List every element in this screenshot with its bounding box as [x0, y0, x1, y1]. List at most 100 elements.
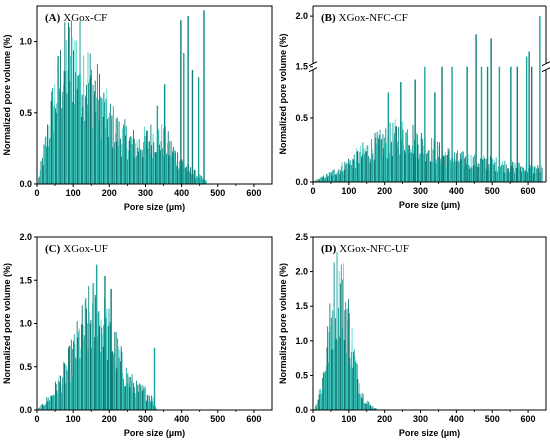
bar	[83, 335, 85, 410]
bar	[333, 262, 335, 410]
bar	[316, 403, 318, 410]
bar-spike	[183, 52, 185, 184]
bar	[329, 303, 331, 410]
bar	[106, 308, 108, 410]
bar	[94, 80, 96, 184]
bar	[320, 177, 322, 182]
bar	[69, 345, 71, 410]
bar-spike	[104, 275, 106, 410]
bar	[99, 73, 100, 184]
bar	[533, 167, 535, 182]
bar	[143, 389, 145, 410]
bar	[54, 394, 56, 410]
bar	[330, 325, 332, 410]
bar	[121, 144, 123, 184]
bar	[401, 121, 403, 182]
bar	[89, 323, 91, 410]
panel-letter: (C)	[45, 243, 61, 255]
bar	[346, 163, 348, 182]
bar	[78, 331, 80, 410]
bar	[363, 153, 365, 182]
bar	[370, 138, 372, 182]
bar	[384, 143, 386, 182]
bar	[360, 397, 362, 410]
bar	[115, 118, 117, 184]
bar	[340, 264, 342, 410]
bar	[65, 71, 67, 184]
bar	[95, 111, 97, 184]
bar	[358, 162, 359, 182]
bar	[130, 137, 132, 184]
bar	[128, 383, 129, 410]
bar	[532, 165, 534, 182]
bar	[83, 339, 85, 410]
bar	[436, 159, 438, 182]
bar	[371, 407, 373, 410]
bar	[421, 132, 423, 182]
bar	[47, 124, 48, 184]
bar	[81, 116, 82, 184]
y-tick-label: 0.5	[19, 362, 32, 372]
bar	[108, 308, 110, 410]
bar-spike	[516, 66, 519, 182]
bar	[501, 164, 503, 182]
bar	[178, 167, 180, 184]
x-axis-label: Pore size (µm)	[124, 428, 185, 438]
bar	[87, 349, 89, 410]
bar	[56, 390, 58, 410]
bar	[62, 84, 64, 184]
bar	[201, 177, 203, 184]
bar	[162, 148, 163, 184]
bar	[315, 405, 316, 410]
bar-spike	[510, 66, 512, 182]
bar	[40, 161, 42, 184]
bar	[484, 158, 486, 182]
bar	[55, 112, 57, 184]
bar	[507, 168, 509, 182]
bar	[45, 135, 47, 184]
bar	[121, 351, 123, 410]
bar	[505, 164, 507, 182]
bar	[76, 321, 78, 410]
bar	[343, 172, 344, 182]
bar	[78, 74, 80, 184]
bar	[423, 145, 425, 182]
bar	[119, 139, 121, 184]
bar	[367, 402, 369, 410]
bar	[360, 157, 362, 182]
bar	[120, 346, 122, 410]
bar	[155, 408, 157, 410]
bar	[533, 173, 534, 182]
bar	[122, 128, 124, 184]
bar	[338, 271, 340, 410]
bar	[363, 403, 365, 410]
axis-break-mark	[308, 61, 318, 67]
bar	[86, 104, 88, 184]
bar	[527, 167, 529, 182]
bar	[536, 170, 538, 182]
bar	[193, 169, 195, 184]
bar	[149, 154, 151, 184]
bar-spike	[180, 20, 182, 184]
bar	[184, 167, 186, 184]
bar	[361, 393, 363, 410]
bar	[367, 144, 369, 182]
bar	[159, 144, 161, 184]
bar	[88, 311, 90, 410]
panel-title: (D) XGox-NFC-UF	[321, 243, 409, 255]
bar	[449, 149, 451, 182]
bar	[381, 138, 382, 182]
bar	[177, 152, 179, 184]
bar	[107, 137, 109, 184]
bar	[519, 170, 521, 182]
bar	[91, 303, 93, 410]
bar	[343, 263, 344, 410]
bar	[72, 101, 74, 184]
bar	[120, 156, 122, 184]
x-axis-label: Pore size (µm)	[399, 428, 460, 438]
bar	[153, 404, 155, 410]
bar	[356, 363, 358, 410]
x-tick-label: 200	[377, 414, 392, 424]
bar	[57, 393, 59, 410]
bar	[114, 142, 116, 184]
